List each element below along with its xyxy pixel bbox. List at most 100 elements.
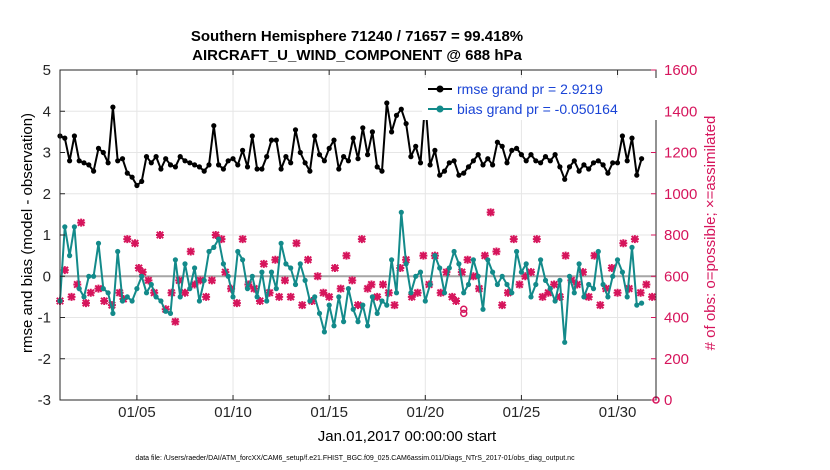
bias-point xyxy=(408,290,414,296)
rmse-point xyxy=(417,160,424,166)
rmse-point xyxy=(81,160,87,166)
bias-point xyxy=(542,277,549,283)
obs-assimilated-marker xyxy=(259,259,268,268)
bias-point xyxy=(614,257,621,263)
rmse-point xyxy=(143,154,150,160)
obs-assimilated-marker xyxy=(348,276,357,285)
chart-subtitle: AIRCRAFT_U_WIND_COMPONENT @ 688 hPa xyxy=(192,47,522,64)
bias-point xyxy=(249,273,255,279)
rmse-point xyxy=(509,147,515,153)
bias-point xyxy=(321,329,327,335)
obs-assimilated-marker xyxy=(265,288,274,297)
rmse-point xyxy=(427,162,433,168)
bias-point xyxy=(403,261,409,267)
rmse-point xyxy=(393,112,400,118)
obs-assimilated-marker xyxy=(217,235,226,244)
bias-point xyxy=(211,244,217,250)
obs-assimilated-marker xyxy=(77,218,86,227)
bias-point xyxy=(451,248,457,255)
obs-assimilated-marker xyxy=(463,255,472,264)
bias-point xyxy=(605,294,611,300)
rmse-point xyxy=(590,160,597,166)
rmse-point xyxy=(576,168,582,174)
rmse-point xyxy=(562,176,568,182)
bias-point xyxy=(182,261,188,267)
rmse-point xyxy=(254,166,260,172)
rmse-point xyxy=(547,158,553,164)
bias-point xyxy=(187,286,193,292)
obs-assimilated-marker xyxy=(86,288,95,297)
obs-assimilated-marker xyxy=(532,235,541,244)
rmse-point xyxy=(321,158,327,164)
rmse-point xyxy=(283,154,289,160)
obs-assimilated-marker xyxy=(363,284,372,293)
rmse-point xyxy=(528,152,534,158)
rmse-point xyxy=(355,156,361,162)
obs-assimilated-marker xyxy=(134,264,143,272)
obs-assimilated-marker xyxy=(144,276,153,285)
bias-point xyxy=(413,273,419,279)
bias-point xyxy=(485,257,491,263)
rmse-point xyxy=(345,158,351,164)
rmse-point xyxy=(163,156,169,162)
bias-point xyxy=(586,281,592,288)
rmse-point xyxy=(470,158,476,164)
rmse-point xyxy=(499,143,505,149)
legend-box xyxy=(422,78,658,120)
legend: rmse grand pr = 2.9219 bias grand pr = -… xyxy=(422,78,658,120)
obs-assimilated-marker xyxy=(319,288,328,297)
bias-point xyxy=(201,277,207,283)
rmse-point xyxy=(365,152,371,158)
obs-assimilated-marker xyxy=(123,235,132,244)
rmse-point xyxy=(639,156,645,162)
obs-assimilated-marker xyxy=(636,288,645,297)
rmse-point xyxy=(230,156,236,162)
obs-possible-marker xyxy=(459,309,468,318)
y-right-tick-label: 1600 xyxy=(664,62,697,79)
obs-assimilated-marker xyxy=(330,264,339,272)
obs-assimilated-marker xyxy=(590,251,599,260)
rmse-point xyxy=(485,156,491,162)
rmse-point xyxy=(432,147,438,153)
grid-lines xyxy=(60,69,656,401)
rmse-point xyxy=(634,172,640,178)
rmse-point xyxy=(192,162,198,168)
obs-assimilated-marker xyxy=(155,231,164,239)
bias-point xyxy=(134,286,140,292)
bias-point xyxy=(86,273,92,279)
obs-assimilated-marker xyxy=(180,288,189,297)
obs-assimilated-marker xyxy=(196,276,205,285)
y-left-tick-label: 1 xyxy=(43,227,51,244)
rmse-point xyxy=(336,166,342,172)
bias-point xyxy=(331,323,337,329)
obs-assimilated-marker xyxy=(550,280,559,289)
bias-point xyxy=(288,265,294,271)
bias-point xyxy=(196,298,202,304)
obs-assimilated-marker xyxy=(486,208,495,217)
y-right-tick-label: 1200 xyxy=(664,145,697,162)
rmse-point xyxy=(494,139,500,145)
y-left-tick-label: 5 xyxy=(43,62,51,79)
bias-point xyxy=(619,269,626,275)
bias-point xyxy=(240,257,246,263)
bias-point xyxy=(216,236,222,242)
rmse-point xyxy=(369,129,375,135)
rmse-point xyxy=(268,137,275,143)
rmse-point xyxy=(571,158,577,164)
series-obs-assimilated xyxy=(56,208,657,326)
obs-assimilated-marker xyxy=(538,292,547,301)
bias-point xyxy=(336,294,342,300)
obs-assimilated-marker xyxy=(280,276,289,285)
bias-point xyxy=(610,273,616,279)
rmse-point xyxy=(389,129,395,135)
obs-assimilated-marker xyxy=(469,272,478,281)
rmse-point xyxy=(586,166,592,172)
obs-assimilated-marker xyxy=(373,292,382,301)
rmse-point xyxy=(100,149,106,156)
rmse-point xyxy=(216,162,222,168)
obs-assimilated-marker xyxy=(175,276,184,285)
bias-point xyxy=(158,298,164,304)
rmse-point xyxy=(514,145,520,151)
rmse-point xyxy=(201,168,207,174)
rmse-point xyxy=(67,158,73,164)
